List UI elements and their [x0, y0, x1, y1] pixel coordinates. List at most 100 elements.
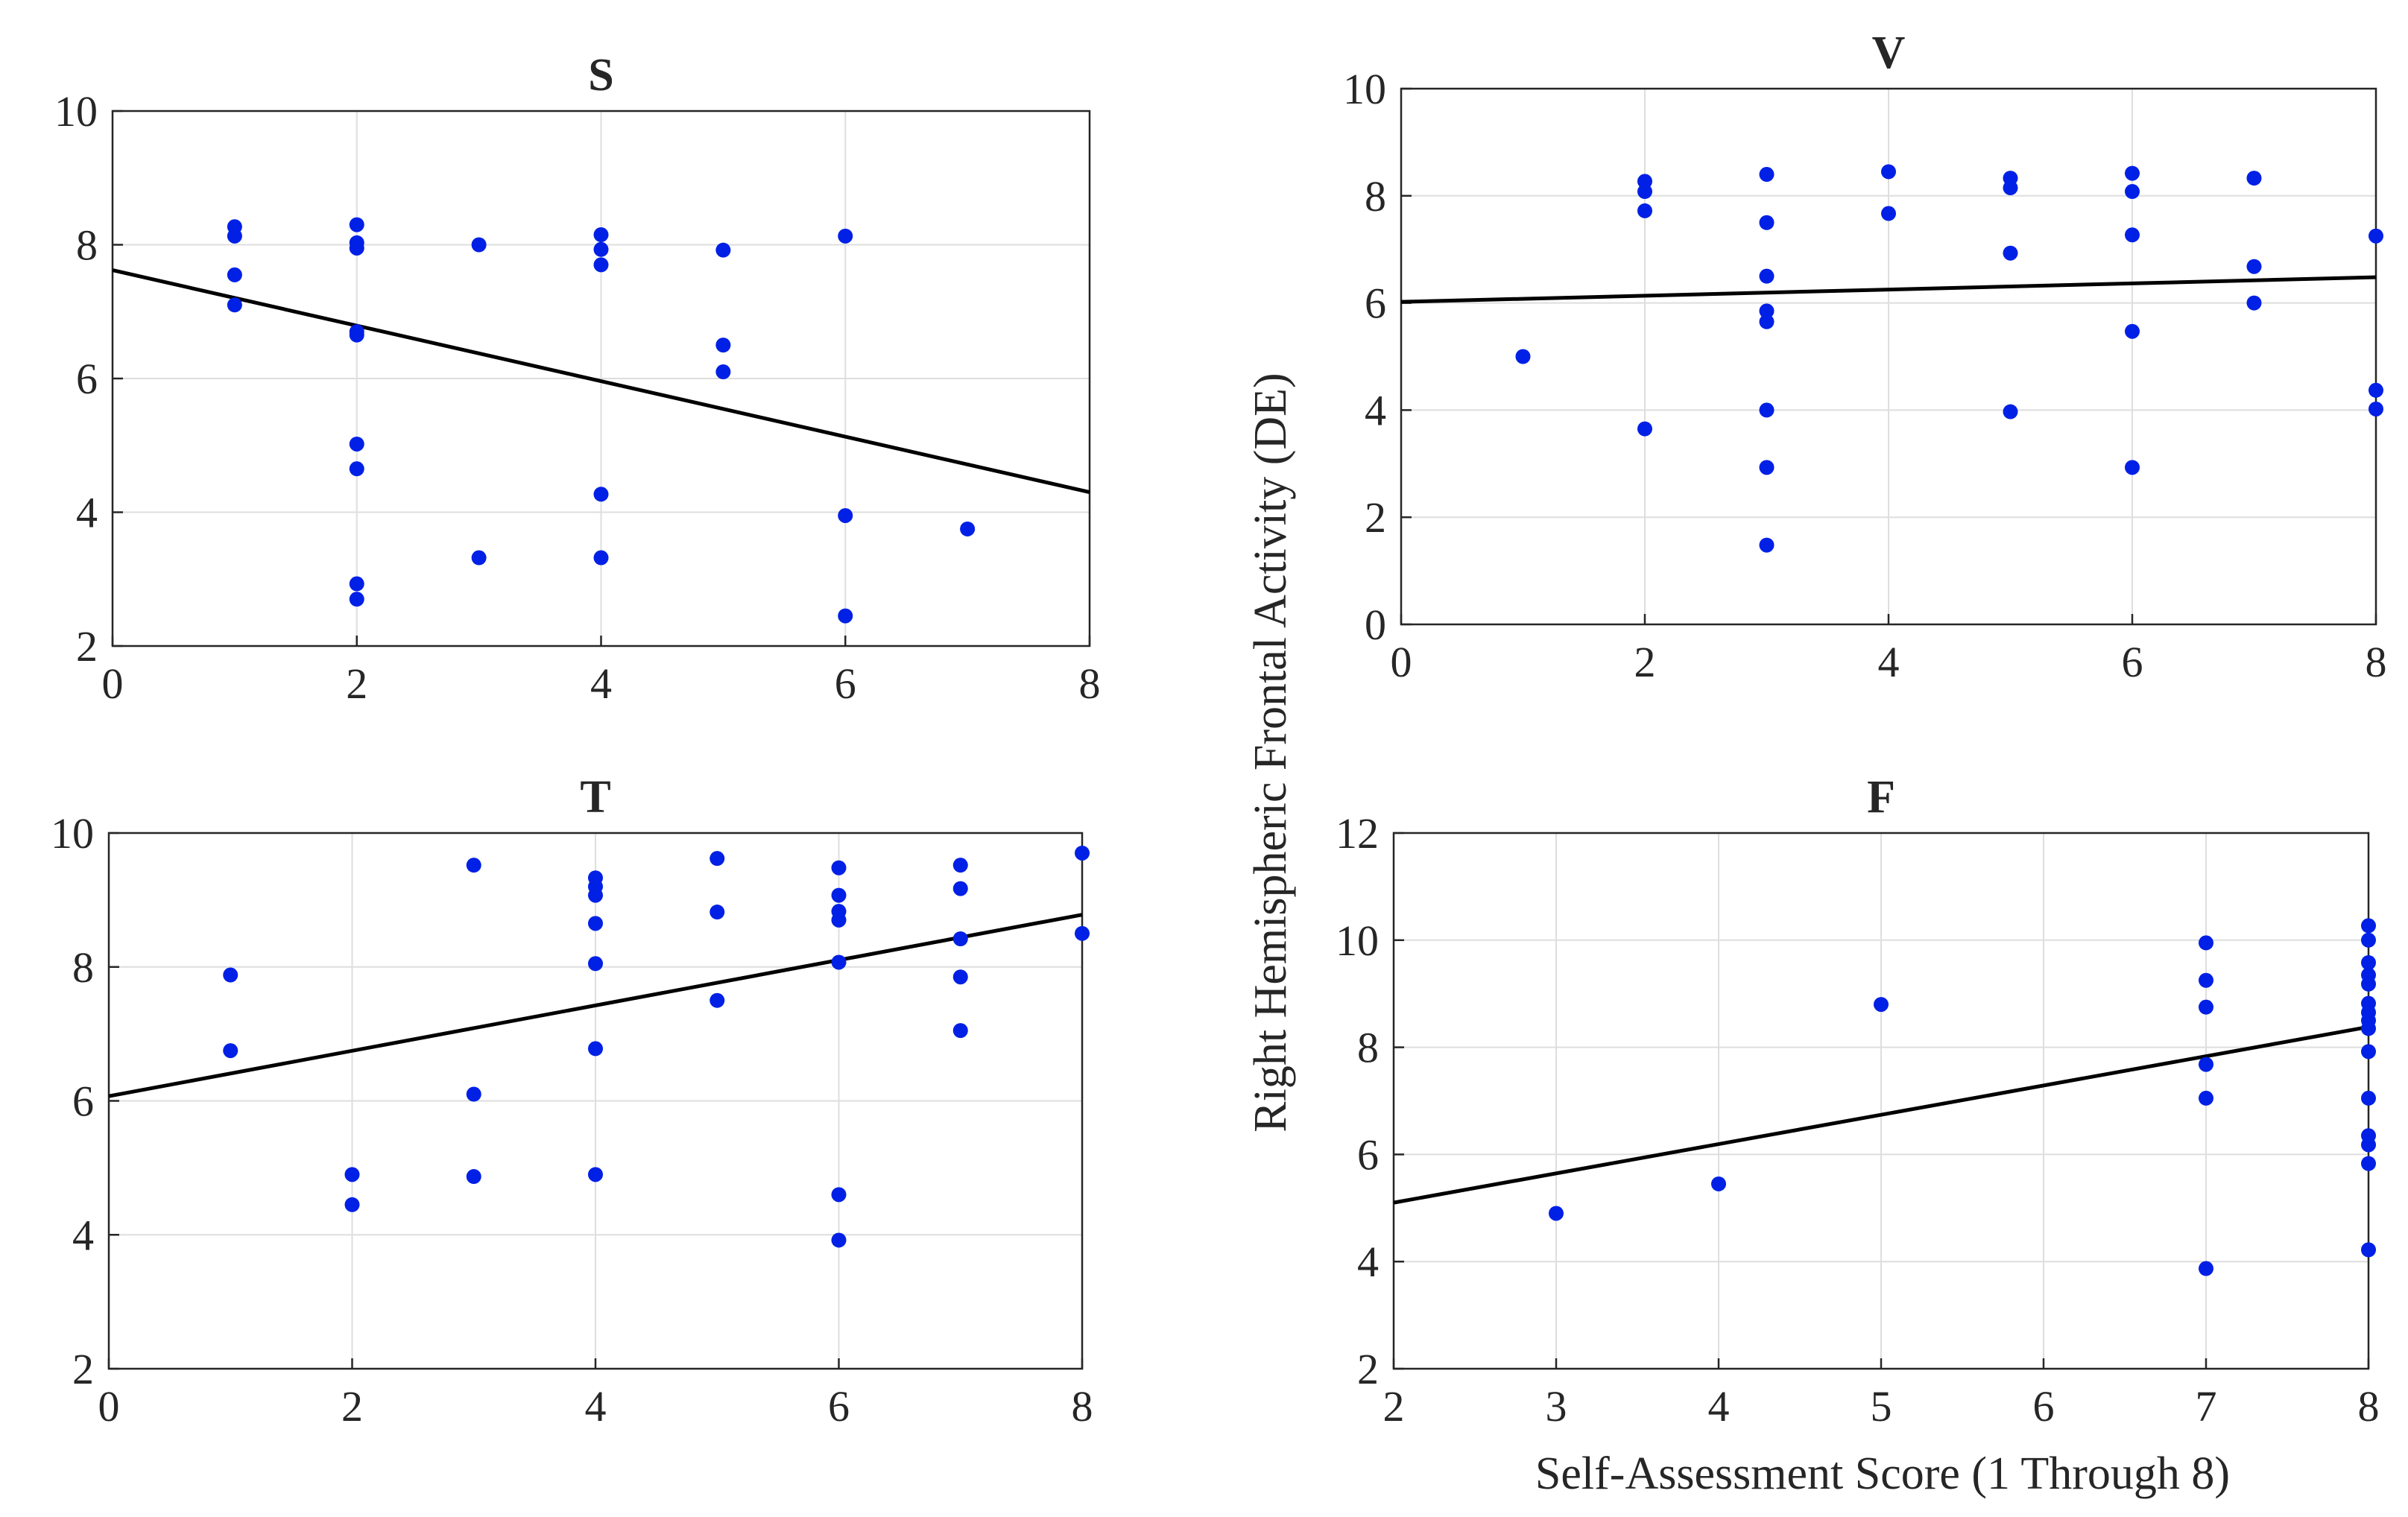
data-point	[1881, 206, 1896, 221]
x-tick-label: 8	[2366, 638, 2387, 686]
x-tick-label: 4	[1878, 638, 1900, 686]
data-point	[952, 969, 968, 985]
x-tick-label: 8	[1072, 1382, 1093, 1431]
y-tick-label: 2	[72, 1345, 94, 1393]
data-point	[2369, 228, 2383, 244]
data-point	[952, 881, 968, 896]
data-point	[831, 860, 847, 875]
data-point	[2199, 1090, 2213, 1106]
data-point	[952, 858, 968, 873]
data-point	[227, 297, 242, 313]
x-tick-label: 2	[346, 659, 367, 708]
data-point	[1637, 421, 1652, 437]
data-point	[831, 1187, 847, 1203]
data-point	[588, 887, 603, 903]
x-tick-label: 8	[1079, 659, 1101, 708]
data-point	[1759, 303, 1775, 319]
data-point	[593, 241, 609, 257]
y-tick-label: 10	[54, 87, 98, 136]
data-point	[349, 327, 364, 343]
data-point	[2246, 171, 2262, 186]
data-point	[2125, 323, 2140, 339]
x-tick-label: 8	[2358, 1382, 2380, 1431]
data-point	[1075, 925, 1090, 941]
y-tick-label: 10	[1343, 65, 1386, 113]
data-point	[710, 905, 725, 920]
data-point	[349, 240, 364, 256]
data-point	[466, 1086, 481, 1102]
data-point	[344, 1197, 360, 1212]
data-point	[1759, 460, 1775, 475]
chart-title: S	[588, 50, 613, 101]
data-point	[588, 1167, 603, 1182]
data-point	[1637, 184, 1652, 200]
y-tick-label: 4	[72, 1211, 94, 1259]
data-point	[1759, 537, 1775, 553]
data-point	[2003, 180, 2018, 196]
trend-line	[1393, 1024, 2369, 1205]
y-tick-label: 0	[1365, 601, 1386, 649]
scatter-points	[223, 845, 1090, 1248]
data-point	[952, 931, 968, 947]
y-tick-label: 8	[1357, 1024, 1379, 1072]
x-tick-label: 4	[585, 1382, 607, 1431]
data-point	[2246, 259, 2262, 274]
x-tick-label: 6	[835, 659, 856, 708]
data-point	[2246, 295, 2262, 311]
chart-panel-v: 0 2 4 6 8 0 2 4 6 8 10 V	[1343, 28, 2387, 686]
data-point	[1711, 1176, 1726, 1191]
x-tick-label: 6	[828, 1382, 850, 1431]
x-tick-label: 2	[1383, 1382, 1405, 1431]
data-point	[715, 338, 731, 353]
data-point	[710, 992, 725, 1008]
data-point	[588, 956, 603, 972]
shared-x-axis-label: Self-Assessment Score (1 Through 8)	[1535, 1448, 2230, 1499]
data-point	[1075, 845, 1090, 861]
y-tick-label: 4	[1357, 1238, 1379, 1286]
data-point	[1881, 164, 1896, 180]
data-point	[2199, 935, 2213, 951]
data-point	[593, 487, 609, 502]
y-tick-label: 12	[1336, 809, 1379, 858]
data-point	[471, 237, 487, 253]
y-tick-label: 6	[1357, 1130, 1379, 1179]
data-point	[2361, 954, 2376, 970]
data-point	[227, 228, 242, 244]
data-point	[2125, 184, 2140, 200]
data-point	[2361, 1044, 2376, 1060]
data-point	[2361, 1137, 2376, 1153]
data-point	[838, 228, 853, 244]
data-point	[593, 257, 609, 273]
data-point	[588, 1041, 603, 1057]
data-point	[223, 1043, 238, 1059]
data-point	[1515, 349, 1531, 364]
data-point	[1759, 268, 1775, 284]
x-tick-label: 6	[2033, 1382, 2055, 1431]
y-tick-label: 6	[1365, 279, 1386, 328]
chart-panel-f: 2 3 4 5 6 7 8 2 4 6 8 10 12 F	[1336, 772, 2380, 1431]
scatter-points	[1549, 918, 2376, 1276]
y-tick-label: 2	[1365, 493, 1386, 542]
x-tick-label: 0	[98, 1382, 120, 1431]
x-tick-label: 4	[590, 659, 612, 708]
data-point	[2003, 404, 2018, 419]
data-point	[593, 550, 609, 566]
data-point	[466, 1169, 481, 1185]
data-point	[831, 1232, 847, 1248]
data-point	[2199, 1261, 2213, 1276]
data-point	[2369, 382, 2383, 398]
y-tick-label: 6	[76, 355, 98, 403]
data-point	[349, 461, 364, 477]
x-tick-label: 5	[1871, 1382, 1892, 1431]
data-point	[715, 242, 731, 258]
data-point	[838, 608, 853, 624]
data-point	[2125, 460, 2140, 475]
trend-line	[112, 268, 1090, 495]
data-point	[1874, 997, 1889, 1013]
data-point	[2199, 972, 2213, 988]
data-point	[838, 507, 853, 523]
